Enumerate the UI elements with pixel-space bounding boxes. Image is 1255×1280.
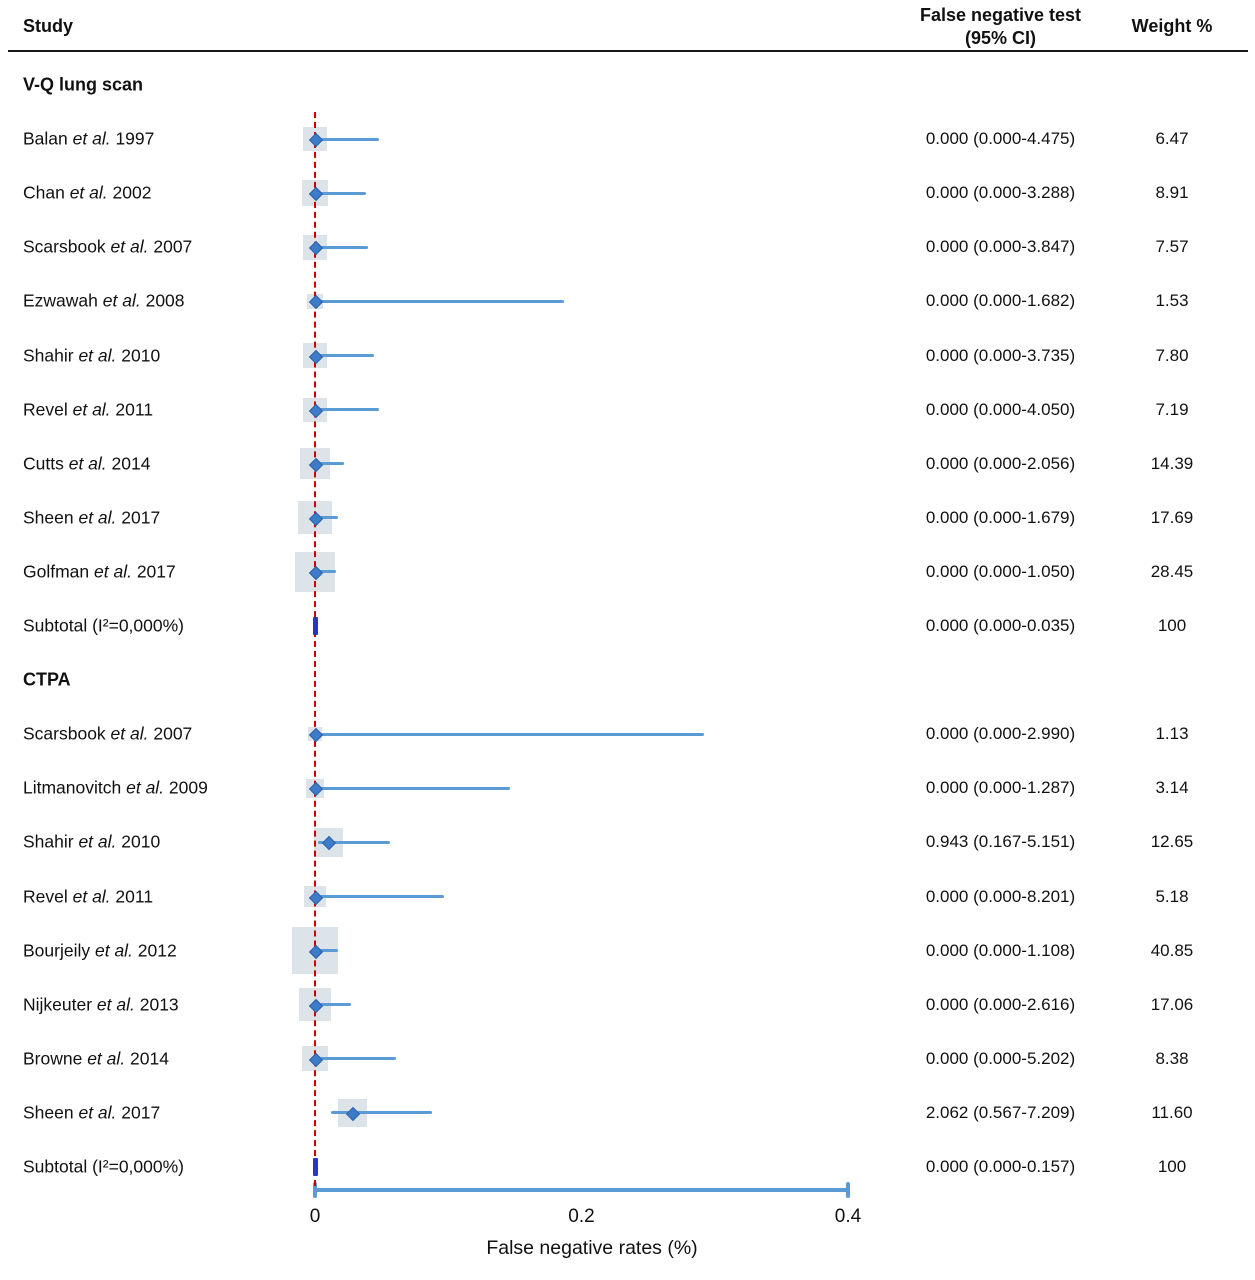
ci-value: 0.943 (0.167-5.151) — [925, 832, 1076, 852]
x-axis-line — [315, 1188, 848, 1192]
study-label: Chan et al. 2002 — [23, 182, 152, 203]
subtotal-label: Subtotal (I²=0,000%) — [23, 615, 184, 636]
weight-value: 1.13 — [1155, 724, 1189, 744]
weight-value: 8.91 — [1155, 183, 1189, 203]
column-header-ci: False negative test (95% CI) — [903, 4, 1098, 49]
weight-value: 6.47 — [1155, 129, 1189, 149]
ci-whisker — [315, 191, 366, 195]
ci-value: 0.000 (0.000-4.050) — [925, 399, 1076, 419]
ci-whisker — [315, 516, 338, 520]
ci-whisker — [315, 949, 338, 953]
ci-value: 2.062 (0.567-7.209) — [925, 1102, 1076, 1122]
ci-whisker — [315, 1057, 397, 1061]
ci-value: 0.000 (0.000-5.202) — [925, 1048, 1076, 1068]
weight-value: 28.45 — [1150, 561, 1194, 581]
ci-whisker — [317, 840, 390, 844]
weight-value: 1.53 — [1155, 291, 1189, 311]
ci-value: 0.000 (0.000-1.108) — [925, 940, 1076, 960]
weight-value: 14.39 — [1150, 453, 1194, 473]
study-label: Ezwawah et al. 2008 — [23, 290, 185, 311]
ci-value: 0.000 (0.000-2.056) — [925, 453, 1076, 473]
subtotal-marker — [312, 1158, 318, 1176]
subtotal-ci-value: 0.000 (0.000-0.035) — [925, 616, 1076, 635]
ci-value: 0.000 (0.000-2.616) — [925, 994, 1076, 1014]
zero-reference-line — [314, 112, 316, 1186]
ci-value: 0.000 (0.000-8.201) — [925, 886, 1076, 906]
ci-value: 0.000 (0.000-3.735) — [925, 345, 1076, 365]
ci-whisker — [315, 1003, 351, 1007]
column-header-ci-line2: (95% CI) — [964, 27, 1036, 48]
x-axis-title: False negative rates (%) — [486, 1237, 698, 1259]
study-label: Sheen et al. 2017 — [23, 507, 161, 528]
ci-whisker — [315, 245, 369, 249]
weight-value: 17.69 — [1150, 507, 1194, 527]
x-axis-tick-label: 0.2 — [568, 1206, 595, 1227]
ci-whisker — [315, 786, 510, 790]
weight-value: 12.65 — [1150, 832, 1194, 852]
weight-value: 7.57 — [1155, 237, 1189, 257]
column-header-study: Study — [23, 16, 74, 36]
weight-value: 11.60 — [1151, 1102, 1193, 1122]
study-label: Revel et al. 2011 — [23, 399, 154, 420]
weight-value: 5.18 — [1155, 886, 1189, 906]
study-label: Bourjeily et al. 2012 — [23, 940, 177, 961]
subtotal-ci-value: 0.000 (0.000-0.157) — [925, 1157, 1076, 1176]
ci-whisker — [330, 1111, 433, 1115]
ci-value: 0.000 (0.000-3.288) — [925, 183, 1076, 203]
study-label: Scarsbook et al. 2007 — [23, 723, 193, 744]
column-header-ci-line1: False negative test — [919, 5, 1082, 25]
subtotal-weight-value: 100 — [1157, 1157, 1187, 1176]
header-divider — [8, 50, 1248, 52]
ci-value: 0.000 (0.000-1.050) — [925, 561, 1076, 581]
study-label: Balan et al. 1997 — [23, 128, 155, 149]
subtotal-weight-value: 100 — [1157, 616, 1187, 635]
weight-value: 3.14 — [1155, 778, 1189, 798]
subtotal-marker — [312, 617, 318, 635]
ci-value: 0.000 (0.000-1.679) — [925, 507, 1076, 527]
study-label: Cutts et al. 2014 — [23, 453, 151, 474]
study-label: Golfman et al. 2017 — [23, 561, 176, 582]
study-label: Sheen et al. 2017 — [23, 1102, 161, 1123]
ci-whisker — [315, 354, 374, 357]
ci-value: 0.000 (0.000-1.287) — [925, 778, 1076, 798]
x-axis-cap-right — [846, 1182, 850, 1198]
ci-value: 0.000 (0.000-1.682) — [925, 291, 1076, 311]
x-axis-tick-label: 0 — [309, 1206, 321, 1227]
study-label: Shahir et al. 2010 — [23, 831, 161, 852]
study-label: Litmanovitch et al. 2009 — [23, 777, 208, 798]
x-axis-cap-left — [313, 1182, 317, 1198]
column-header-weight: Weight % — [1131, 16, 1213, 36]
study-label: Browne et al. 2014 — [23, 1048, 169, 1069]
weight-value: 8.38 — [1155, 1048, 1189, 1068]
ci-whisker — [315, 462, 345, 466]
ci-whisker — [315, 137, 379, 141]
ci-whisker — [315, 570, 337, 574]
ci-whisker — [315, 895, 445, 898]
study-label: Shahir et al. 2010 — [23, 345, 161, 365]
ci-whisker — [315, 732, 705, 736]
group-label: CTPA — [23, 669, 71, 690]
study-label: Revel et al. 2011 — [23, 886, 154, 906]
weight-value: 17.06 — [1150, 994, 1194, 1014]
weight-value: 7.19 — [1155, 399, 1189, 419]
study-label: Nijkeuter et al. 2013 — [23, 994, 179, 1015]
ci-value: 0.000 (0.000-2.990) — [925, 724, 1076, 744]
ci-whisker — [315, 408, 379, 412]
ci-value: 0.000 (0.000-3.847) — [925, 237, 1076, 257]
ci-value: 0.000 (0.000-4.475) — [925, 129, 1076, 149]
weight-value: 40.85 — [1150, 940, 1194, 960]
weight-value: 7.80 — [1155, 345, 1189, 365]
subtotal-label: Subtotal (I²=0,000%) — [23, 1156, 184, 1177]
study-label: Scarsbook et al. 2007 — [23, 236, 193, 257]
group-label: V-Q lung scan — [23, 74, 144, 95]
x-axis-tick-label: 0.4 — [834, 1206, 862, 1227]
ci-whisker — [315, 299, 565, 303]
